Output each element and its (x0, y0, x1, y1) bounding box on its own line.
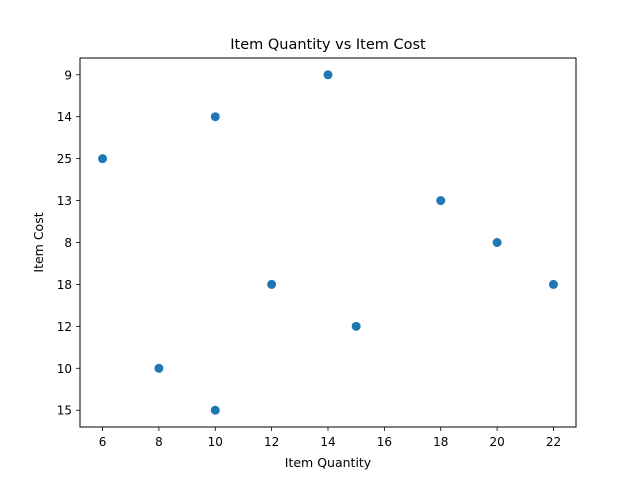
data-point (436, 196, 446, 206)
x-tick-label: 6 (99, 435, 107, 449)
data-point (210, 112, 220, 122)
y-tick-label: 14 (57, 110, 72, 124)
x-tick-label: 20 (489, 435, 504, 449)
data-point (98, 154, 108, 164)
chart-title: Item Quantity vs Item Cost (230, 37, 426, 53)
data-point (492, 238, 502, 247)
data-point (323, 70, 333, 80)
y-tick-label: 13 (57, 194, 72, 208)
x-tick-label: 22 (546, 435, 561, 449)
x-tick-label: 12 (264, 435, 279, 449)
x-tick-label: 8 (155, 435, 163, 449)
y-tick-label: 12 (57, 320, 72, 334)
x-tick-label: 18 (433, 435, 448, 449)
y-tick-label: 9 (64, 68, 72, 82)
x-axis-label: Item Quantity (285, 455, 372, 470)
plot-frame (79, 57, 577, 428)
y-tick-label: 18 (57, 278, 72, 292)
chart-marks: 6 8 10 12 14 16 18 20 22 15 10 12 18 8 13 25 14 9 (57, 68, 561, 449)
x-tick-label: 14 (320, 435, 335, 449)
plot-area (80, 58, 576, 427)
y-tick-label: 10 (57, 362, 72, 376)
data-point (351, 321, 361, 331)
x-tick-label: 10 (208, 435, 223, 449)
data-point (548, 279, 558, 289)
data-point (267, 279, 277, 289)
data-point (154, 363, 164, 373)
y-tick-label: 25 (57, 152, 72, 166)
y-axis-label: Item Cost (31, 212, 46, 272)
y-tick-label: 15 (57, 404, 72, 418)
data-point (210, 405, 220, 415)
y-tick-label: 8 (64, 236, 72, 250)
x-tick-label: 16 (377, 435, 392, 449)
